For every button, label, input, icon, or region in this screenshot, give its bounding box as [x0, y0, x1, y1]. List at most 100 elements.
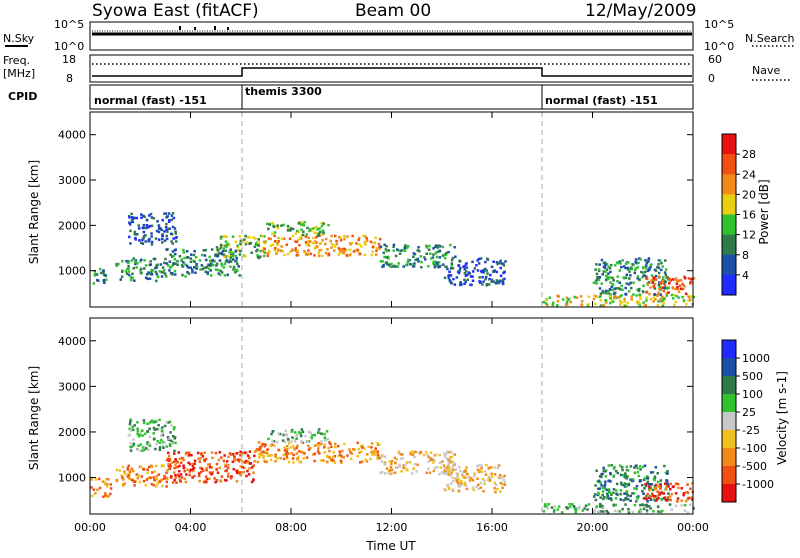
echo-cell: [96, 278, 99, 282]
echo-cell: [189, 468, 192, 472]
echo-cell: [432, 461, 435, 464]
echo-cell: [631, 510, 635, 514]
echo-cell: [117, 262, 120, 266]
echo-cell: [574, 510, 578, 514]
echo-cell: [625, 490, 628, 494]
echo-cell: [662, 492, 666, 495]
echo-cell: [178, 478, 182, 482]
cpid-bar: CPID normal (fast) -151 themis 3300 norm…: [8, 84, 694, 110]
echo-cell: [644, 484, 648, 488]
echo-cell: [657, 291, 660, 294]
echo-cell: [598, 502, 602, 506]
echo-cell: [413, 455, 416, 459]
echo-cell: [167, 421, 170, 424]
echo-cell: [471, 279, 475, 282]
echo-cell: [293, 440, 297, 443]
echo-cell: [454, 255, 457, 258]
echo-cell: [463, 483, 467, 486]
echo-cell: [155, 279, 158, 283]
echo-cell: [289, 446, 292, 449]
echo-cell: [494, 490, 497, 494]
echo-cell: [608, 491, 611, 494]
echo-cell: [435, 261, 439, 265]
echo-cell: [595, 279, 598, 282]
echo-cell: [282, 433, 285, 437]
echo-cell: [188, 470, 192, 473]
echo-cell: [289, 452, 292, 455]
echo-cell: [250, 466, 254, 469]
echo-cell: [621, 507, 624, 511]
echo-cell: [661, 265, 664, 268]
echo-cell: [290, 428, 294, 432]
echo-cell: [557, 505, 561, 508]
echo-cell: [409, 452, 413, 456]
echo-cell: [94, 478, 98, 481]
echo-cell: [443, 472, 447, 475]
colorbar-swatch: [722, 394, 736, 413]
echo-cell: [418, 452, 422, 455]
echo-cell: [624, 473, 627, 477]
echo-cell: [499, 266, 502, 270]
echo-cell: [449, 450, 452, 453]
echo-cell: [429, 458, 432, 462]
echo-cell: [342, 252, 345, 255]
echo-cell: [665, 499, 669, 502]
freq-panel: Freq. [MHz] 18 8 60 0 Nave: [3, 53, 790, 85]
echo-cell: [492, 260, 495, 263]
echo-cell: [219, 237, 223, 240]
echo-cell: [674, 277, 678, 280]
echo-cell: [280, 433, 283, 436]
echo-cell: [223, 262, 227, 266]
echo-cell: [663, 271, 667, 274]
echo-cell: [378, 237, 382, 241]
echo-cell: [610, 285, 613, 289]
echo-cell: [605, 291, 609, 294]
echo-cell: [683, 285, 686, 288]
echo-cell: [287, 439, 290, 442]
echo-cell: [291, 248, 294, 251]
echo-cell: [598, 287, 602, 290]
echo-cell: [224, 240, 228, 243]
echo-cell: [457, 484, 460, 487]
echo-cell: [603, 483, 607, 486]
echo-cell: [215, 246, 219, 249]
echo-cell: [654, 278, 658, 281]
echo-cell: [605, 268, 609, 271]
echo-cell: [173, 227, 177, 230]
echo-cell: [283, 449, 287, 452]
echo-cell: [214, 451, 218, 455]
echo-cell: [363, 447, 366, 450]
echo-cell: [681, 287, 685, 291]
echo-cell: [593, 511, 596, 514]
echo-cell: [185, 250, 189, 253]
echo-cell: [602, 304, 605, 307]
echo-cell: [161, 484, 164, 488]
echo-cell: [557, 295, 560, 298]
echo-cell: [195, 267, 198, 270]
echo-cell: [646, 492, 649, 496]
echo-cell: [104, 482, 107, 486]
echo-cell: [165, 262, 169, 265]
echo-cell: [202, 249, 205, 252]
echo-cell: [604, 270, 607, 273]
echo-cell: [235, 471, 239, 475]
echo-cell: [323, 438, 327, 441]
echo-cell: [304, 235, 308, 238]
echo-cell: [595, 282, 598, 285]
echo-cell: [132, 442, 136, 446]
echo-cell: [163, 239, 167, 242]
echo-cell: [436, 466, 439, 469]
echo-cell: [592, 297, 596, 301]
echo-cell: [668, 282, 671, 285]
echo-cell: [193, 266, 196, 269]
echo-cell: [638, 465, 642, 468]
echo-cell: [191, 465, 195, 468]
echo-cell: [160, 438, 163, 442]
echo-cell: [656, 494, 659, 498]
echo-cell: [285, 450, 288, 453]
echo-cell: [455, 479, 459, 483]
colorbar-tick-label: 8: [742, 249, 749, 262]
echo-cell: [135, 473, 138, 476]
echo-cell: [438, 256, 442, 259]
echo-cell: [291, 457, 295, 460]
